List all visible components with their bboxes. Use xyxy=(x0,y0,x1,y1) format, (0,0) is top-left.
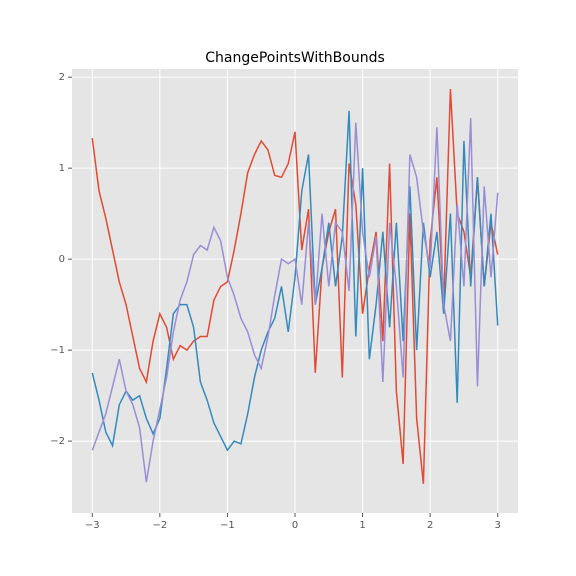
x-tick-label: 3 xyxy=(495,520,501,531)
y-tick-label: −2 xyxy=(50,436,65,447)
x-tick-label: −2 xyxy=(152,520,167,531)
series-line xyxy=(91,118,499,483)
chart-title: ChangePointsWithBounds xyxy=(205,50,385,66)
x-tick-label: −1 xyxy=(220,520,235,531)
y-tick-label: 1 xyxy=(59,163,65,174)
y-tick-label: −1 xyxy=(50,345,65,356)
x-tick-label: −3 xyxy=(85,520,100,531)
x-tick-label: 2 xyxy=(427,520,433,531)
x-tick-label: 0 xyxy=(292,520,298,531)
x-tick-label: 1 xyxy=(359,520,365,531)
y-tick-label: 2 xyxy=(59,72,65,83)
series-line xyxy=(91,110,499,452)
series-line xyxy=(91,88,499,484)
y-tick-label: 0 xyxy=(59,254,65,265)
